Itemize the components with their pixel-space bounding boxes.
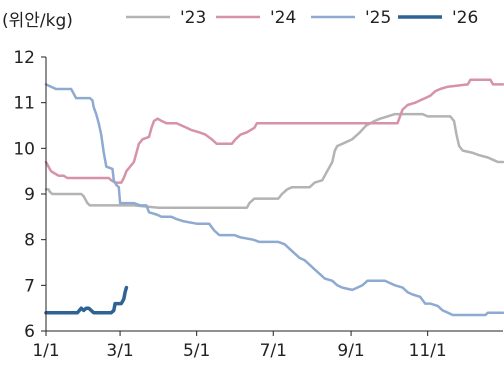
y-tick-label: 10 (13, 139, 35, 159)
x-tick-label: 9/1 (337, 341, 364, 361)
y-tick-label: 11 (13, 94, 35, 114)
y-tick-label: 12 (13, 48, 35, 68)
y-tick-label: 9 (24, 185, 35, 205)
x-tick-label: 1/1 (32, 341, 59, 361)
x-tick-label: 3/1 (106, 341, 133, 361)
y-unit-label: (위안/kg) (2, 11, 73, 31)
series-line-24 (44, 78, 504, 184)
x-axis-ticks: 1/1 3/1 5/1 7/1 9/1 11/1 (32, 330, 503, 361)
series-line-23 (44, 112, 504, 209)
y-tick-label: 8 (24, 231, 35, 251)
y-tick-label: 7 (24, 276, 35, 296)
x-tick-label: 7/1 (260, 341, 287, 361)
y-axis-ticks: 6 7 8 9 10 11 12 (13, 48, 47, 342)
legend-label: '24 (270, 8, 296, 28)
legend-label: '23 (180, 8, 206, 28)
legend: '23 '24 '25 '26 (126, 8, 478, 28)
legend-label: '25 (365, 8, 391, 28)
x-tick-label: 11/1 (409, 341, 447, 361)
series-line-26 (44, 285, 129, 315)
series-line-25 (44, 83, 504, 317)
x-tick-label: 5/1 (183, 341, 210, 361)
y-tick-label: 6 (24, 322, 35, 342)
plot-area (44, 78, 504, 317)
legend-label: '26 (452, 8, 478, 28)
